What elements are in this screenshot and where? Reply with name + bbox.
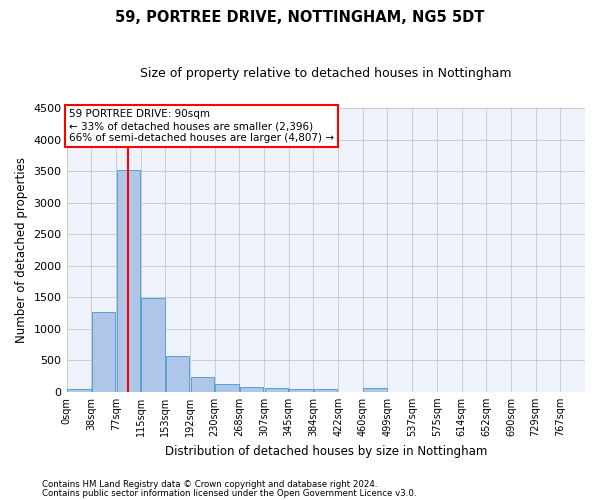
Title: Size of property relative to detached houses in Nottingham: Size of property relative to detached ho…	[140, 68, 512, 80]
Text: Contains HM Land Registry data © Crown copyright and database right 2024.: Contains HM Land Registry data © Crown c…	[42, 480, 377, 489]
Bar	[67, 390, 91, 392]
Bar	[191, 376, 214, 392]
Bar	[265, 388, 288, 392]
Bar	[92, 312, 115, 392]
Bar	[215, 384, 239, 392]
Y-axis label: Number of detached properties: Number of detached properties	[15, 157, 28, 343]
Text: Contains public sector information licensed under the Open Government Licence v3: Contains public sector information licen…	[42, 489, 416, 498]
Bar	[314, 389, 337, 392]
Bar	[240, 387, 263, 392]
Text: 59 PORTREE DRIVE: 90sqm
← 33% of detached houses are smaller (2,396)
66% of semi: 59 PORTREE DRIVE: 90sqm ← 33% of detache…	[69, 110, 334, 142]
Bar	[116, 170, 140, 392]
Bar	[141, 298, 164, 392]
X-axis label: Distribution of detached houses by size in Nottingham: Distribution of detached houses by size …	[164, 444, 487, 458]
Bar	[364, 388, 387, 392]
Bar	[289, 389, 313, 392]
Bar	[166, 356, 190, 392]
Text: 59, PORTREE DRIVE, NOTTINGHAM, NG5 5DT: 59, PORTREE DRIVE, NOTTINGHAM, NG5 5DT	[115, 10, 485, 25]
